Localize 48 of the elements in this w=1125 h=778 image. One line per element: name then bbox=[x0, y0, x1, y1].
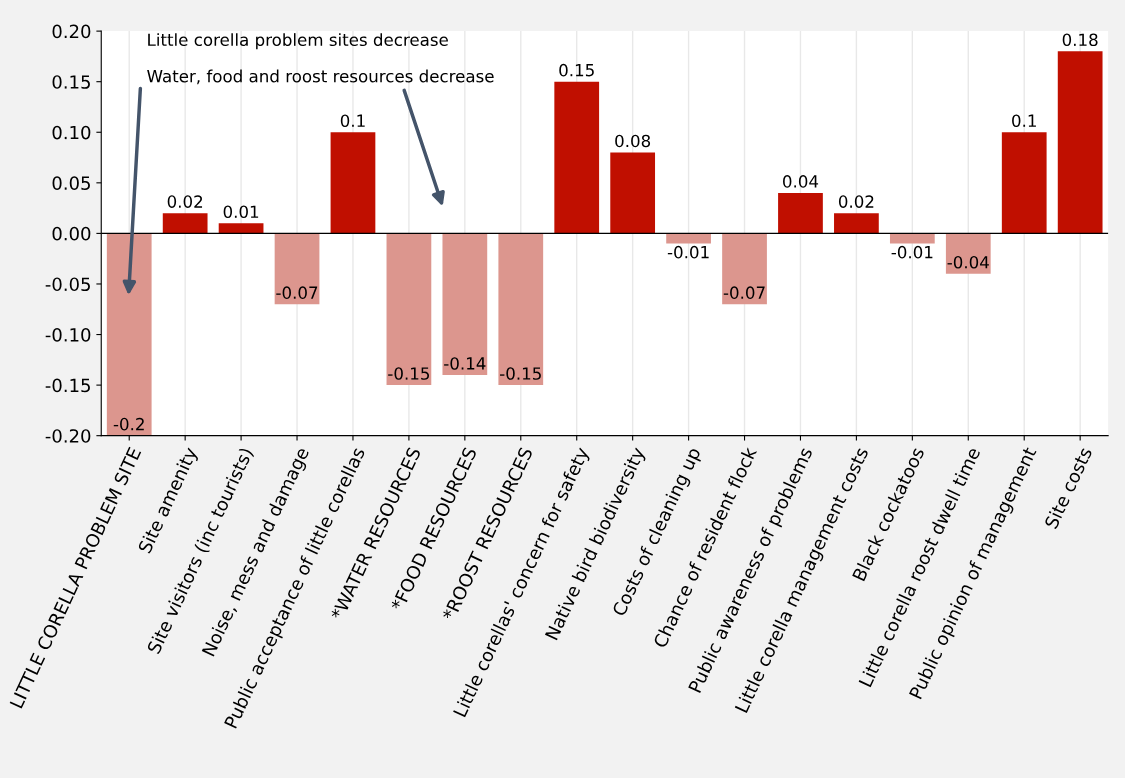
data-label: -0.15 bbox=[388, 367, 430, 380]
y-tick-label: 0.15 bbox=[52, 75, 90, 89]
data-label: -0.2 bbox=[113, 417, 144, 431]
data-label: 0.15 bbox=[559, 63, 594, 77]
bar bbox=[666, 233, 711, 244]
y-tick-label: 0.00 bbox=[52, 226, 91, 241]
bar bbox=[610, 152, 656, 234]
y-tick-label: 0.20 bbox=[52, 24, 91, 39]
annotation: Little corella problem sites decrease bbox=[148, 33, 448, 50]
annotation: Water, food and roost resources decrease bbox=[147, 69, 494, 85]
data-label: -0.15 bbox=[500, 367, 541, 380]
data-label: 0.04 bbox=[783, 175, 819, 188]
bar bbox=[834, 213, 879, 234]
data-label: -0.04 bbox=[947, 256, 989, 269]
bar bbox=[498, 233, 544, 386]
y-tick-label: -0.10 bbox=[45, 328, 91, 342]
bar bbox=[218, 223, 264, 234]
data-label: -0.07 bbox=[723, 286, 765, 299]
data-label: 0.1 bbox=[1012, 114, 1036, 128]
data-label: 0.1 bbox=[340, 114, 365, 128]
y-tick-label: -0.05 bbox=[45, 277, 90, 292]
x-tick-label: Site costs bbox=[1043, 446, 1093, 530]
bar bbox=[1057, 51, 1103, 234]
y-tick-label: 0.05 bbox=[52, 176, 90, 190]
bar bbox=[554, 81, 600, 234]
data-label: 0.08 bbox=[615, 134, 651, 148]
bar bbox=[162, 213, 208, 234]
bar bbox=[722, 233, 767, 305]
data-label: -0.14 bbox=[444, 357, 486, 370]
data-label: 0.02 bbox=[167, 195, 203, 208]
data-label: -0.01 bbox=[667, 245, 709, 259]
bar bbox=[106, 233, 152, 436]
bar bbox=[386, 233, 432, 386]
data-label: 0.01 bbox=[223, 205, 259, 219]
bar bbox=[442, 233, 488, 375]
bar bbox=[945, 233, 991, 274]
y-tick-label: -0.20 bbox=[45, 429, 91, 443]
bar bbox=[1001, 132, 1047, 234]
y-tick-label: -0.15 bbox=[45, 378, 90, 393]
data-label: -0.01 bbox=[891, 245, 933, 259]
bar bbox=[778, 192, 823, 234]
bar bbox=[330, 132, 376, 234]
data-label: 0.02 bbox=[838, 195, 874, 208]
bar bbox=[889, 233, 935, 244]
bar bbox=[274, 233, 320, 305]
data-label: 0.18 bbox=[1062, 33, 1098, 47]
data-label: -0.07 bbox=[276, 286, 318, 299]
y-tick-label: 0.10 bbox=[52, 125, 91, 140]
